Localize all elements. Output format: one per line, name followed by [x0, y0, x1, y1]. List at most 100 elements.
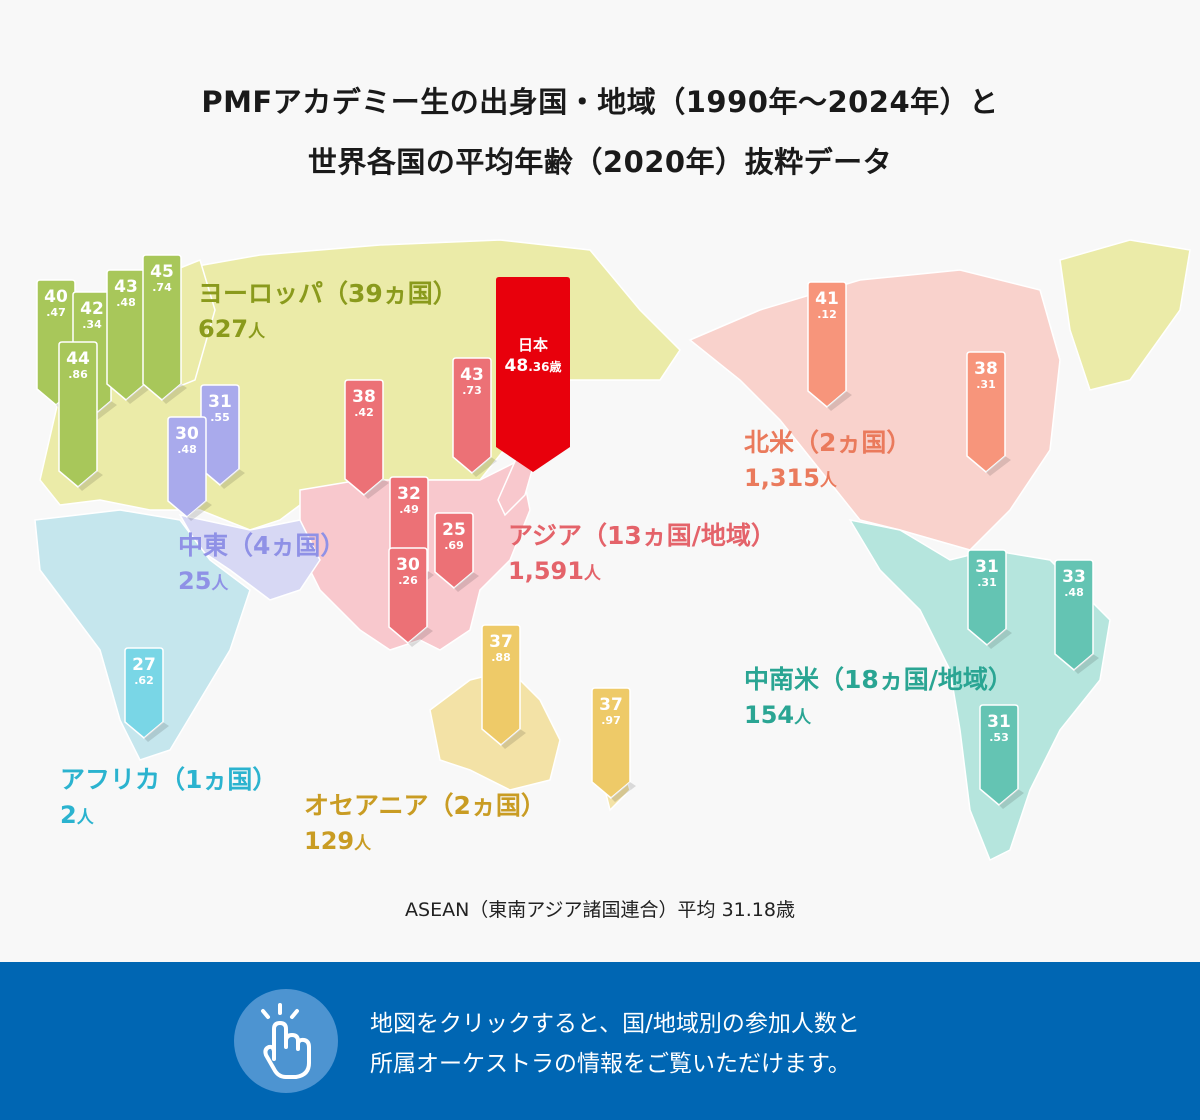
- pin-value-int: 30: [175, 424, 199, 444]
- japan-value: 48.36歳: [504, 356, 562, 376]
- region-name: ヨーロッパ（39ヵ国）: [198, 279, 458, 308]
- pin-shadow: [986, 456, 1011, 476]
- pin-shadow: [126, 384, 151, 404]
- land-middle-east[interactable]: [178, 513, 321, 601]
- age-pin-me2[interactable]: [167, 416, 207, 518]
- pin-value-dec: .34: [82, 318, 102, 331]
- region-label-oceania[interactable]: オセアニア（2ヵ国） 129人: [304, 788, 546, 861]
- pin-value-dec: .31: [977, 576, 997, 589]
- pin-shadow: [472, 457, 497, 477]
- region-label-middle-east[interactable]: 中東（4ヵ国） 25人: [178, 528, 345, 601]
- age-pin-la1[interactable]: [967, 549, 1007, 646]
- pin-value-dec: .47: [46, 306, 66, 319]
- age-pin-as2[interactable]: [452, 357, 492, 474]
- pin-value-int: 38: [352, 387, 376, 407]
- pin-shadow: [364, 479, 389, 499]
- pin-value-dec: .74: [152, 281, 172, 294]
- pin-shadow: [408, 627, 433, 647]
- region-count: 25人: [178, 567, 229, 595]
- region-label-asia[interactable]: アジア（13ヵ国/地域） 1,591人: [508, 518, 776, 591]
- pin-value-int: 45: [150, 262, 174, 282]
- pin-shadow: [827, 391, 852, 411]
- title-line-2: 世界各国の平均年齢（2020年）抜粋データ: [307, 145, 893, 179]
- age-pin-af1[interactable]: [124, 647, 164, 739]
- pin-shadow: [501, 729, 526, 749]
- age-pin-me1[interactable]: [200, 384, 240, 486]
- pin-value-int: 42: [80, 299, 104, 319]
- pin-value-dec: .26: [398, 574, 418, 587]
- age-pin-as4[interactable]: [434, 512, 474, 589]
- pin-value-dec: .62: [134, 674, 154, 687]
- footer-line-1: 地図をクリックすると、国/地域別の参加人数と: [370, 1011, 860, 1037]
- pin-value-dec: .12: [817, 308, 837, 321]
- pin-value-dec: .48: [1064, 586, 1084, 599]
- age-pin-eu4[interactable]: [142, 254, 182, 401]
- pin-value-dec: .48: [177, 443, 197, 456]
- age-pin-as5[interactable]: [388, 547, 428, 644]
- pin-value-dec: .97: [601, 714, 621, 727]
- title-line-1: PMFアカデミー生の出身国・地域（1990年〜2024年）と: [201, 85, 999, 119]
- pin-value-int: 37: [599, 695, 623, 715]
- pin-value-dec: .55: [210, 411, 230, 424]
- land-north-america[interactable]: [688, 269, 1061, 551]
- region-count: 154人: [744, 701, 812, 729]
- pin-shadow: [1074, 654, 1099, 674]
- pin-value-int: 40: [44, 287, 68, 307]
- pin-value-int: 27: [132, 655, 156, 675]
- age-pin-la2[interactable]: [1054, 559, 1094, 671]
- pin-value-dec: .31: [976, 378, 996, 391]
- region-label-africa[interactable]: アフリカ（1ヵ国） 2人: [60, 762, 277, 835]
- pin-value-int: 25: [442, 520, 466, 540]
- region-name: アフリカ（1ヵ国）: [60, 765, 278, 794]
- footer-line-2: 所属オーケストラの情報をご覧いただけます。: [370, 1051, 851, 1077]
- age-pin-na2[interactable]: [966, 351, 1006, 473]
- pin-shadow: [220, 469, 245, 489]
- age-pin-oc1[interactable]: [481, 624, 521, 746]
- world-map[interactable]: 40.47 42.34 43.48 45.74 44.86 31.55 30.48 38.42…: [0, 230, 1200, 870]
- pin-shadow: [454, 572, 479, 592]
- land-greenland[interactable]: [1059, 239, 1191, 391]
- region-label-latin-america[interactable]: 中南米（18ヵ国/地域） 154人: [744, 662, 1013, 735]
- pin-shadow: [187, 501, 212, 521]
- pin-value-int: 31: [975, 557, 999, 577]
- pin-value-dec: .42: [354, 406, 374, 419]
- age-pin-la3[interactable]: [979, 704, 1019, 806]
- pin-value-int: 33: [1062, 567, 1086, 587]
- pin-value-int: 32: [397, 484, 421, 504]
- pin-shadow: [987, 629, 1012, 649]
- pin-value-dec: .69: [444, 539, 464, 552]
- age-pin-oc2[interactable]: [591, 687, 631, 799]
- footer-banner[interactable]: 地図をクリックすると、国/地域別の参加人数と 所属オーケストラの情報をご覧いただ…: [0, 962, 1200, 1120]
- pin-value-int: 43: [114, 277, 138, 297]
- pin-value-dec: .73: [462, 384, 482, 397]
- pin-shadow: [162, 384, 187, 404]
- region-count: 129人: [304, 827, 372, 855]
- region-label-europe[interactable]: ヨーロッパ（39ヵ国） 627人: [198, 276, 458, 349]
- region-name: アジア（13ヵ国/地域）: [508, 521, 776, 550]
- pin-shadow: [611, 782, 636, 802]
- pin-value-int: 41: [815, 289, 839, 309]
- region-label-north-america[interactable]: 北米（2ヵ国） 1,315人: [744, 425, 911, 498]
- pin-value-int: 38: [974, 359, 998, 379]
- region-count: 2人: [60, 801, 94, 829]
- region-name: 中南米（18ヵ国/地域）: [744, 665, 1013, 694]
- region-name: 北米（2ヵ国）: [744, 428, 912, 457]
- pins-layer: [36, 254, 1099, 809]
- age-pin-as1[interactable]: [344, 379, 384, 496]
- region-name: オセアニア（2ヵ国）: [304, 791, 546, 820]
- pin-shadow: [999, 789, 1024, 809]
- pin-value-dec: .88: [491, 651, 511, 664]
- pin-shadow: [144, 722, 169, 742]
- pin-value-dec: .86: [68, 368, 88, 381]
- pin-value-int: 31: [987, 712, 1011, 732]
- pin-value-dec: .48: [116, 296, 136, 309]
- land-africa[interactable]: [34, 509, 251, 761]
- region-name: 中東（4ヵ国）: [178, 531, 346, 560]
- age-pin-na1[interactable]: [807, 281, 847, 408]
- pin-value-int: 30: [396, 555, 420, 575]
- pin-value-int: 44: [66, 349, 90, 369]
- japan-name: 日本: [517, 336, 548, 354]
- pin-value-int: 43: [460, 365, 484, 385]
- japan-pin[interactable]: 日本 48.36歳: [496, 277, 570, 472]
- age-pin-eu5[interactable]: [58, 341, 98, 488]
